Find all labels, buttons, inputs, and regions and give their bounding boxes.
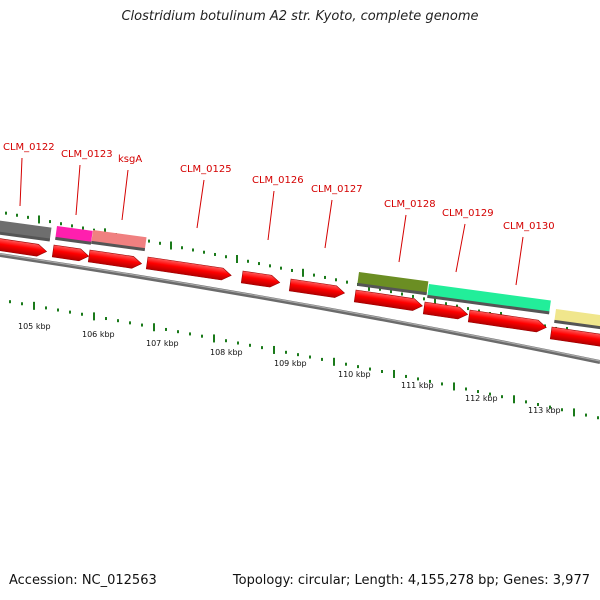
accession-text: Accession: NC_012563 — [9, 573, 157, 588]
gene-label: CLM_0130 — [503, 221, 555, 232]
gene-label: CLM_0122 — [3, 142, 55, 153]
gene-label: CLM_0127 — [311, 184, 363, 195]
gene-label: ksgA — [118, 154, 142, 165]
gene-label: CLM_0125 — [180, 164, 232, 175]
feature-salmon-shadow — [91, 240, 146, 252]
kbp-label: 105 kbp — [18, 322, 51, 331]
feature-khaki-shadow — [554, 319, 600, 330]
cds-arrow — [240, 270, 281, 288]
kbp-label: 107 kbp — [146, 339, 179, 348]
feature-grey-shadow — [0, 230, 51, 242]
gene-label: CLM_0129 — [442, 208, 494, 219]
cds-arrow — [422, 301, 469, 320]
map-title: Clostridium botulinum A2 str. Kyoto, com… — [121, 9, 479, 24]
cds-arrow — [288, 278, 346, 298]
cds-arrow — [145, 256, 232, 281]
cds-track — [0, 237, 600, 347]
feature-grey — [0, 220, 52, 241]
gene-leader-line — [121, 169, 129, 221]
kbp-label: 110 kbp — [338, 370, 371, 379]
gene-leader-line — [324, 199, 333, 249]
cds-arrow — [87, 249, 143, 269]
feature-khaki — [554, 309, 600, 329]
gene-leader-line — [398, 214, 407, 263]
gene-label: CLM_0126 — [252, 175, 304, 186]
gene-leader-line — [196, 179, 205, 229]
kbp-label: 112 kbp — [465, 394, 498, 403]
genome-stats-text: Topology: circular; Length: 4,155,278 bp… — [232, 573, 590, 588]
backbone-line — [0, 253, 600, 364]
gene-leader-line — [455, 223, 466, 273]
feature-mint — [427, 284, 551, 314]
kbp-label: 113 kbp — [528, 406, 561, 415]
genome-backbone — [0, 253, 600, 364]
kbp-label: 111 kbp — [401, 381, 434, 390]
cds-arrow — [467, 309, 547, 333]
kbp-scale-labels: 105 kbp 106 kbp 107 kbp 108 kbp 109 kbp 110 k… — [18, 322, 561, 415]
feature-olive — [357, 271, 429, 295]
gene-leader-line — [19, 157, 23, 207]
cds-arrow — [549, 326, 600, 347]
feature-track — [0, 220, 600, 330]
gene-leader-line — [515, 236, 524, 286]
feature-magenta-shadow — [55, 236, 92, 245]
gene-leader-line — [267, 190, 275, 241]
inner-tick-track — [9, 300, 599, 420]
kbp-label: 109 kbp — [274, 359, 307, 368]
kbp-label: 108 kbp — [210, 348, 243, 357]
feature-salmon — [91, 230, 147, 251]
backbone-highlight — [0, 253, 600, 362]
cds-arrow — [51, 244, 90, 262]
gene-label-layer: CLM_0122 CLM_0123 ksgA CLM_0125 CLM_0126 CLM_… — [3, 142, 555, 286]
cds-arrow — [0, 237, 48, 257]
gene-label: CLM_0128 — [384, 199, 436, 210]
gene-leader-line — [75, 164, 81, 216]
kbp-label: 106 kbp — [82, 330, 115, 339]
feature-olive-shadow — [357, 282, 427, 296]
cds-arrow — [353, 289, 423, 311]
gene-label: CLM_0123 — [61, 149, 113, 160]
feature-mint-shadow — [427, 294, 550, 315]
